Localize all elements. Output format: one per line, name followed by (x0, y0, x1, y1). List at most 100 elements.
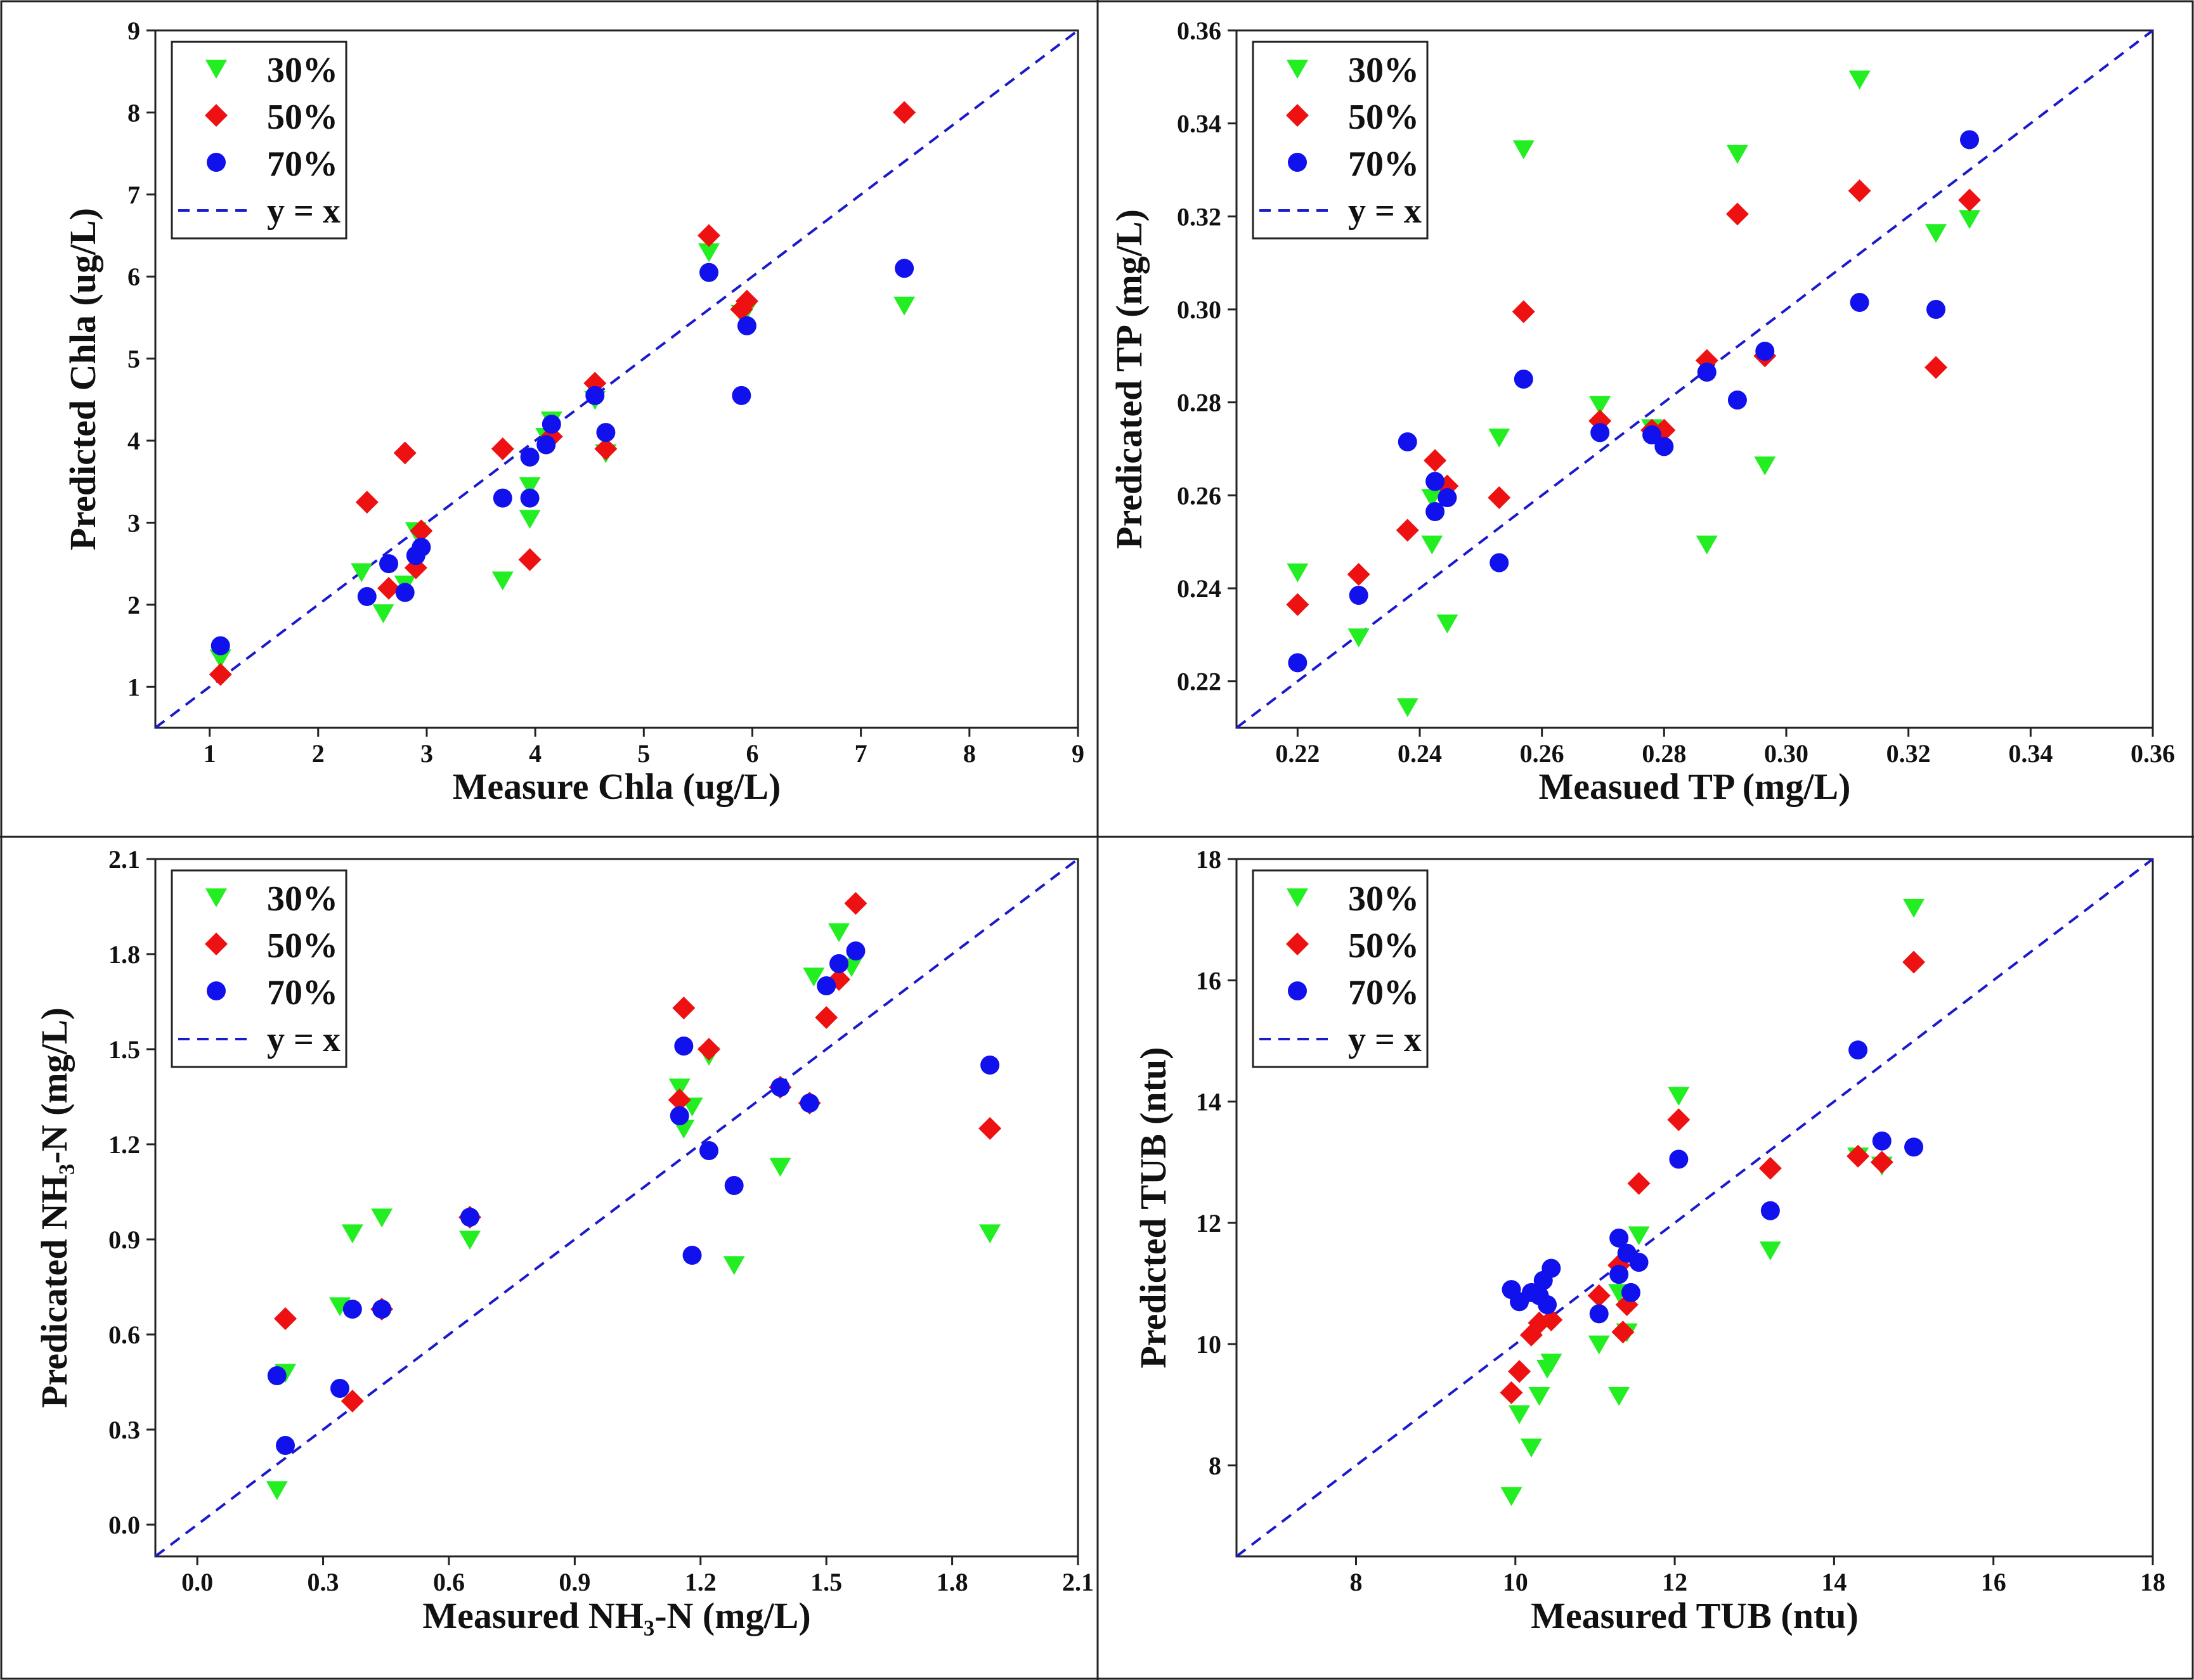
legend-label: 30% (267, 879, 338, 919)
data-point-70pct (1727, 391, 1747, 410)
data-point-50pct (355, 491, 379, 514)
data-point-30pct (668, 1078, 691, 1098)
data-point-30pct (459, 1231, 481, 1250)
x-tick-label: 3 (420, 739, 433, 768)
x-tick-label: 2.1 (1062, 1568, 1094, 1596)
data-point-50pct (518, 548, 542, 571)
data-point-50pct (1847, 1144, 1870, 1168)
legend-label: y = x (267, 1020, 341, 1059)
y-tick-label: 8 (127, 98, 140, 127)
data-point-30pct (1754, 456, 1776, 475)
data-point-70pct (1349, 586, 1368, 605)
data-point-50pct (893, 101, 916, 124)
identity-line (1235, 858, 2154, 1558)
legend-box (1252, 41, 1429, 240)
data-point-70pct (699, 1141, 718, 1160)
data-point-30pct (1668, 1087, 1690, 1106)
legend-label: 50% (267, 98, 338, 137)
y-tick-label: 0.0 (108, 1511, 140, 1539)
y-tick-label: 1 (127, 673, 140, 701)
y-tick-label: 0.28 (1177, 389, 1221, 417)
x-axis-title: Measured TUB (ntu) (1531, 1595, 1859, 1636)
data-point-50pct (594, 437, 618, 460)
data-point-70pct (1960, 130, 1979, 150)
data-point-30pct (329, 1297, 351, 1317)
y-tick-label: 0.32 (1177, 202, 1221, 231)
chart-panel-tp: 0.22 0.24 0.26 0.28 0.30 0.32 0.34 0.36 0.22 0.24… (1108, 16, 2175, 807)
data-point-50pct (1424, 449, 1447, 472)
data-point-70pct (980, 1056, 1000, 1075)
legend-marker (1288, 153, 1307, 172)
data-point-50pct (377, 577, 401, 600)
data-point-30pct (1436, 614, 1458, 634)
data-point-70pct (1609, 1228, 1629, 1248)
data-point-70pct (379, 554, 399, 574)
legend-marker (205, 933, 228, 955)
data-point-30pct (1509, 1405, 1531, 1425)
data-point-30pct (893, 296, 916, 316)
data-point-70pct (460, 1208, 480, 1227)
legend-label: y = x (1348, 191, 1422, 231)
legend-label: 70% (1348, 145, 1419, 184)
y-tick-label: 0.26 (1177, 481, 1221, 510)
y-tick-label: 0.6 (108, 1321, 140, 1349)
data-point-50pct (1508, 1360, 1531, 1383)
data-point-50pct (735, 290, 758, 313)
legend-label: 70% (1348, 973, 1419, 1012)
data-point-50pct (274, 1307, 297, 1330)
data-point-70pct (1654, 437, 1674, 456)
data-point-70pct (1669, 1149, 1689, 1169)
data-point-70pct (1872, 1131, 1892, 1151)
x-tick-label: 0.22 (1275, 739, 1320, 768)
data-point-30pct (266, 1481, 288, 1501)
data-point-50pct (1725, 202, 1749, 226)
data-point-30pct (1421, 535, 1443, 555)
data-point-50pct (844, 892, 867, 915)
y-tick-label: 12 (1196, 1209, 1221, 1237)
data-point-50pct (410, 519, 433, 543)
data-point-70pct (829, 954, 849, 973)
legend-marker (205, 104, 228, 127)
y-tick-label: 14 (1196, 1088, 1221, 1116)
plot-frame (154, 29, 1079, 729)
data-point-30pct (1589, 396, 1611, 415)
data-point-30pct (372, 604, 394, 623)
data-point-30pct (1903, 898, 1925, 918)
x-tick-label: 0.3 (308, 1568, 339, 1596)
y-tick-label: 0.22 (1177, 668, 1221, 696)
y-tick-label: 7 (127, 181, 140, 209)
x-tick-label: 0.36 (2131, 739, 2175, 768)
data-point-30pct (979, 1224, 1001, 1244)
y-tick-label: 1.5 (108, 1035, 140, 1064)
y-tick-label: 1.2 (108, 1130, 140, 1159)
x-tick-label: 10 (1503, 1568, 1528, 1596)
data-point-70pct (1760, 1201, 1780, 1220)
data-point-30pct (1848, 70, 1871, 90)
x-tick-label: 8 (1349, 1568, 1362, 1596)
data-point-50pct (209, 662, 232, 686)
data-point-70pct (493, 488, 512, 508)
data-point-70pct (770, 1078, 790, 1097)
data-point-70pct (1514, 370, 1533, 389)
y-tick-label: 3 (127, 508, 140, 537)
y-axis-title: Predicted TUB (ntu) (1133, 1047, 1174, 1369)
data-point-70pct (1850, 293, 1869, 312)
legend-marker (205, 888, 227, 908)
identity-line (1235, 29, 2154, 729)
legend-box (171, 41, 347, 240)
legend-marker (1288, 981, 1307, 1000)
chart-panel-nh3: 0.0 0.3 0.6 0.9 1.2 1.5 1.8 2.1 0.0 0.3 0.6 0.9 1.2 1… (34, 845, 1094, 1636)
data-point-70pct (895, 259, 914, 278)
x-tick-label: 1 (204, 739, 216, 768)
data-point-30pct (1608, 1386, 1630, 1406)
data-point-70pct (1589, 1304, 1609, 1324)
x-tick-label: 16 (1981, 1568, 2006, 1596)
data-point-70pct (1848, 1040, 1868, 1060)
data-point-50pct (698, 224, 720, 247)
x-tick-label: 1.8 (937, 1568, 968, 1596)
data-point-30pct (1396, 698, 1418, 718)
data-point-50pct (1758, 1156, 1782, 1180)
x-axis-title: Measure Chla (ug/L) (453, 766, 781, 807)
